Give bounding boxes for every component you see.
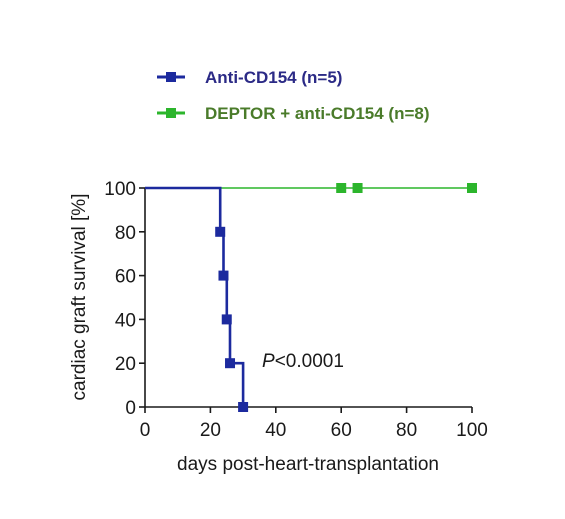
data-point: [215, 226, 226, 237]
x-tick-label: 40: [265, 420, 286, 441]
data-point: [225, 358, 236, 369]
legend-label: Anti-CD154 (n=5): [205, 68, 342, 87]
data-point: [218, 270, 229, 281]
y-tick-label: 80: [115, 223, 136, 244]
data-point: [467, 183, 477, 193]
x-tick-label: 60: [331, 420, 352, 441]
axes: 0 20 40 60 80 100 0 20 40 60 80 100: [104, 179, 488, 441]
p-value-symbol: P: [262, 351, 275, 372]
series-line: [145, 186, 245, 407]
legend-swatch-marker: [166, 108, 176, 118]
x-tick-label: 0: [140, 420, 151, 441]
data-point: [238, 402, 249, 412]
series-anti-cd154: [145, 186, 249, 412]
legend-swatch-marker: [166, 72, 176, 82]
x-tick-label: 100: [456, 420, 488, 441]
data-point: [336, 183, 347, 193]
p-value-text: <0.0001: [275, 351, 344, 372]
data-point: [221, 314, 232, 325]
legend: Anti-CD154 (n=5) DEPTOR + anti-CD154 (n=…: [157, 68, 430, 123]
y-tick-label: 40: [115, 310, 136, 331]
legend-item-anti-cd154: Anti-CD154 (n=5): [157, 68, 342, 87]
legend-label: DEPTOR + anti-CD154 (n=8): [205, 104, 430, 123]
data-point: [352, 183, 363, 193]
x-tick-label: 20: [200, 420, 221, 441]
y-axis-title: cardiac graft survival [%]: [69, 194, 90, 401]
y-tick-label: 20: [115, 354, 136, 375]
plot-area: [145, 183, 477, 412]
x-axis-title: days post-heart-transplantation: [177, 454, 439, 475]
x-tick-label: 80: [396, 420, 417, 441]
p-value-annotation: P<0.0001: [262, 351, 344, 372]
y-tick-label: 0: [125, 398, 136, 419]
y-axis-ticks: 0 20 40 60 80 100: [104, 179, 145, 419]
y-tick-label: 100: [104, 179, 136, 200]
legend-item-deptor-anti-cd154: DEPTOR + anti-CD154 (n=8): [157, 104, 430, 123]
x-axis-ticks: 0 20 40 60 80 100: [140, 407, 488, 441]
y-tick-label: 60: [115, 267, 136, 288]
